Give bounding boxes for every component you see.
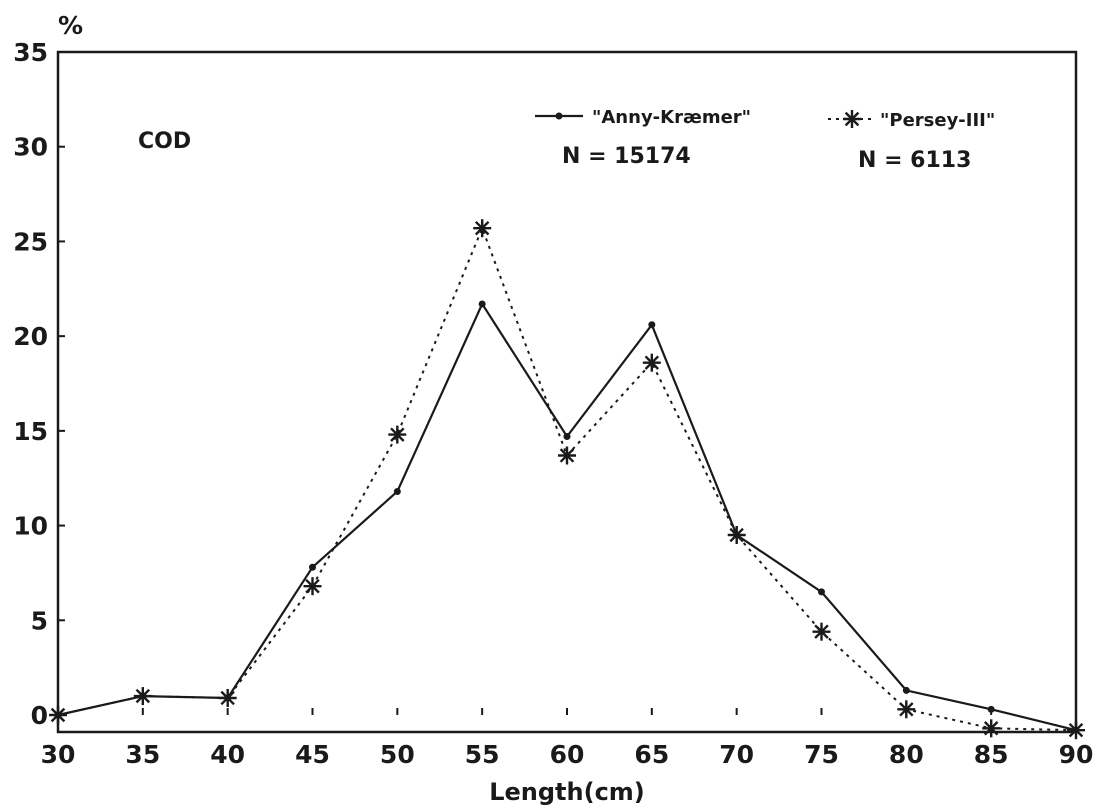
asterisk-stroke bbox=[729, 527, 744, 543]
data-point bbox=[133, 687, 152, 706]
data-point bbox=[897, 700, 916, 719]
x-tick: 90 bbox=[1059, 708, 1094, 769]
asterisk-stroke bbox=[814, 624, 829, 639]
x-tick: 45 bbox=[295, 708, 330, 769]
y-tick: 20 bbox=[13, 322, 65, 351]
asterisk-stroke bbox=[390, 427, 405, 442]
x-tick-label: 90 bbox=[1059, 740, 1094, 769]
x-tick: 75 bbox=[804, 708, 839, 769]
series-anny-kraemer bbox=[54, 300, 1080, 734]
data-point bbox=[473, 219, 492, 238]
y-tick: 35 bbox=[13, 38, 65, 67]
x-tick: 60 bbox=[550, 708, 585, 769]
legend-item-anny: "Anny-Kræmer" N = 15174 bbox=[535, 107, 751, 169]
y-tick: 15 bbox=[13, 417, 65, 446]
data-point bbox=[1067, 721, 1085, 740]
data-point bbox=[478, 300, 486, 308]
data-point bbox=[388, 425, 407, 444]
x-tick: 55 bbox=[465, 708, 500, 769]
x-tick-label: 75 bbox=[804, 740, 839, 769]
x-axis-ticks: 30 35 40 45 50 55 60 65 70 75 80 85 90 bbox=[41, 708, 1094, 769]
data-point bbox=[642, 353, 661, 372]
series-layer bbox=[49, 219, 1085, 740]
data-point bbox=[902, 686, 910, 694]
y-tick-label: 20 bbox=[13, 322, 48, 351]
y-unit-label: % bbox=[58, 11, 83, 40]
data-point bbox=[987, 705, 995, 713]
y-tick-label: 5 bbox=[31, 606, 48, 635]
series-persey-iii bbox=[49, 219, 1085, 740]
asterisk-stroke bbox=[644, 355, 660, 370]
y-tick-label: 30 bbox=[13, 133, 48, 162]
data-point bbox=[982, 719, 1001, 738]
data-point bbox=[309, 563, 316, 571]
y-tick-label: 15 bbox=[13, 417, 48, 446]
x-tick-label: 50 bbox=[380, 740, 415, 769]
y-tick: 25 bbox=[13, 227, 65, 256]
asterisk-stroke bbox=[135, 688, 151, 704]
y-tick: 10 bbox=[13, 512, 65, 541]
x-tick-label: 35 bbox=[125, 740, 160, 769]
x-tick-label: 45 bbox=[295, 740, 330, 769]
x-tick: 65 bbox=[634, 708, 669, 769]
x-tick: 30 bbox=[41, 708, 76, 769]
asterisk-stroke bbox=[983, 721, 999, 736]
data-point bbox=[218, 689, 237, 707]
y-tick-label: 10 bbox=[13, 512, 48, 541]
legend-label-persey: "Persey-III" bbox=[880, 110, 995, 131]
asterisk-stroke bbox=[50, 707, 66, 723]
x-tick: 50 bbox=[380, 708, 415, 769]
legend-marker-anny bbox=[555, 112, 563, 120]
asterisk-stroke bbox=[1068, 722, 1084, 738]
data-point bbox=[393, 487, 401, 495]
series-line bbox=[57, 225, 1077, 732]
asterisk-stroke bbox=[899, 702, 914, 717]
data-point bbox=[558, 446, 576, 465]
x-tick-label: 60 bbox=[550, 740, 585, 769]
data-point bbox=[648, 321, 656, 329]
y-axis-ticks: 0 5 10 15 20 25 30 35 bbox=[13, 38, 65, 730]
y-tick-label: 0 bbox=[31, 701, 48, 730]
x-tick: 70 bbox=[719, 708, 754, 769]
x-tick-label: 80 bbox=[889, 740, 924, 769]
legend-marker-persey bbox=[843, 110, 861, 128]
asterisk-stroke bbox=[559, 448, 575, 463]
x-tick-label: 40 bbox=[210, 740, 245, 769]
y-tick-label: 25 bbox=[13, 227, 48, 256]
y-tick: 30 bbox=[13, 133, 65, 162]
y-tick: 5 bbox=[31, 606, 65, 635]
x-tick-label: 30 bbox=[41, 740, 76, 769]
legend: "Anny-Kræmer" N = 15174 "Persey-III" N =… bbox=[535, 107, 995, 173]
data-point bbox=[49, 706, 67, 724]
data-point bbox=[303, 577, 322, 596]
x-tick: 40 bbox=[210, 708, 245, 769]
x-tick: 85 bbox=[974, 708, 1009, 769]
legend-asterisk bbox=[843, 110, 861, 128]
x-axis-label: Length(cm) bbox=[489, 778, 645, 806]
data-point bbox=[818, 588, 825, 596]
plot-frame bbox=[56, 50, 1078, 734]
legend-note-persey: N = 6113 bbox=[858, 148, 971, 173]
series-line bbox=[57, 301, 1077, 732]
x-tick-label: 70 bbox=[719, 740, 754, 769]
x-tick-label: 85 bbox=[974, 740, 1009, 769]
x-tick-label: 55 bbox=[465, 740, 500, 769]
data-point bbox=[812, 622, 831, 641]
asterisk-stroke bbox=[305, 578, 320, 594]
legend-label-anny: "Anny-Kræmer" bbox=[592, 107, 751, 128]
legend-note-anny: N = 15174 bbox=[562, 144, 691, 169]
asterisk-stroke bbox=[844, 111, 860, 127]
asterisk-stroke bbox=[220, 690, 235, 706]
legend-item-persey: "Persey-III" N = 6113 bbox=[828, 110, 995, 173]
data-point bbox=[727, 526, 746, 544]
x-tick: 35 bbox=[125, 708, 160, 769]
data-point bbox=[563, 433, 571, 441]
y-tick-label: 35 bbox=[13, 38, 48, 67]
asterisk-stroke bbox=[474, 220, 490, 236]
x-tick-label: 65 bbox=[634, 740, 669, 769]
series-annotation: COD bbox=[138, 129, 191, 154]
